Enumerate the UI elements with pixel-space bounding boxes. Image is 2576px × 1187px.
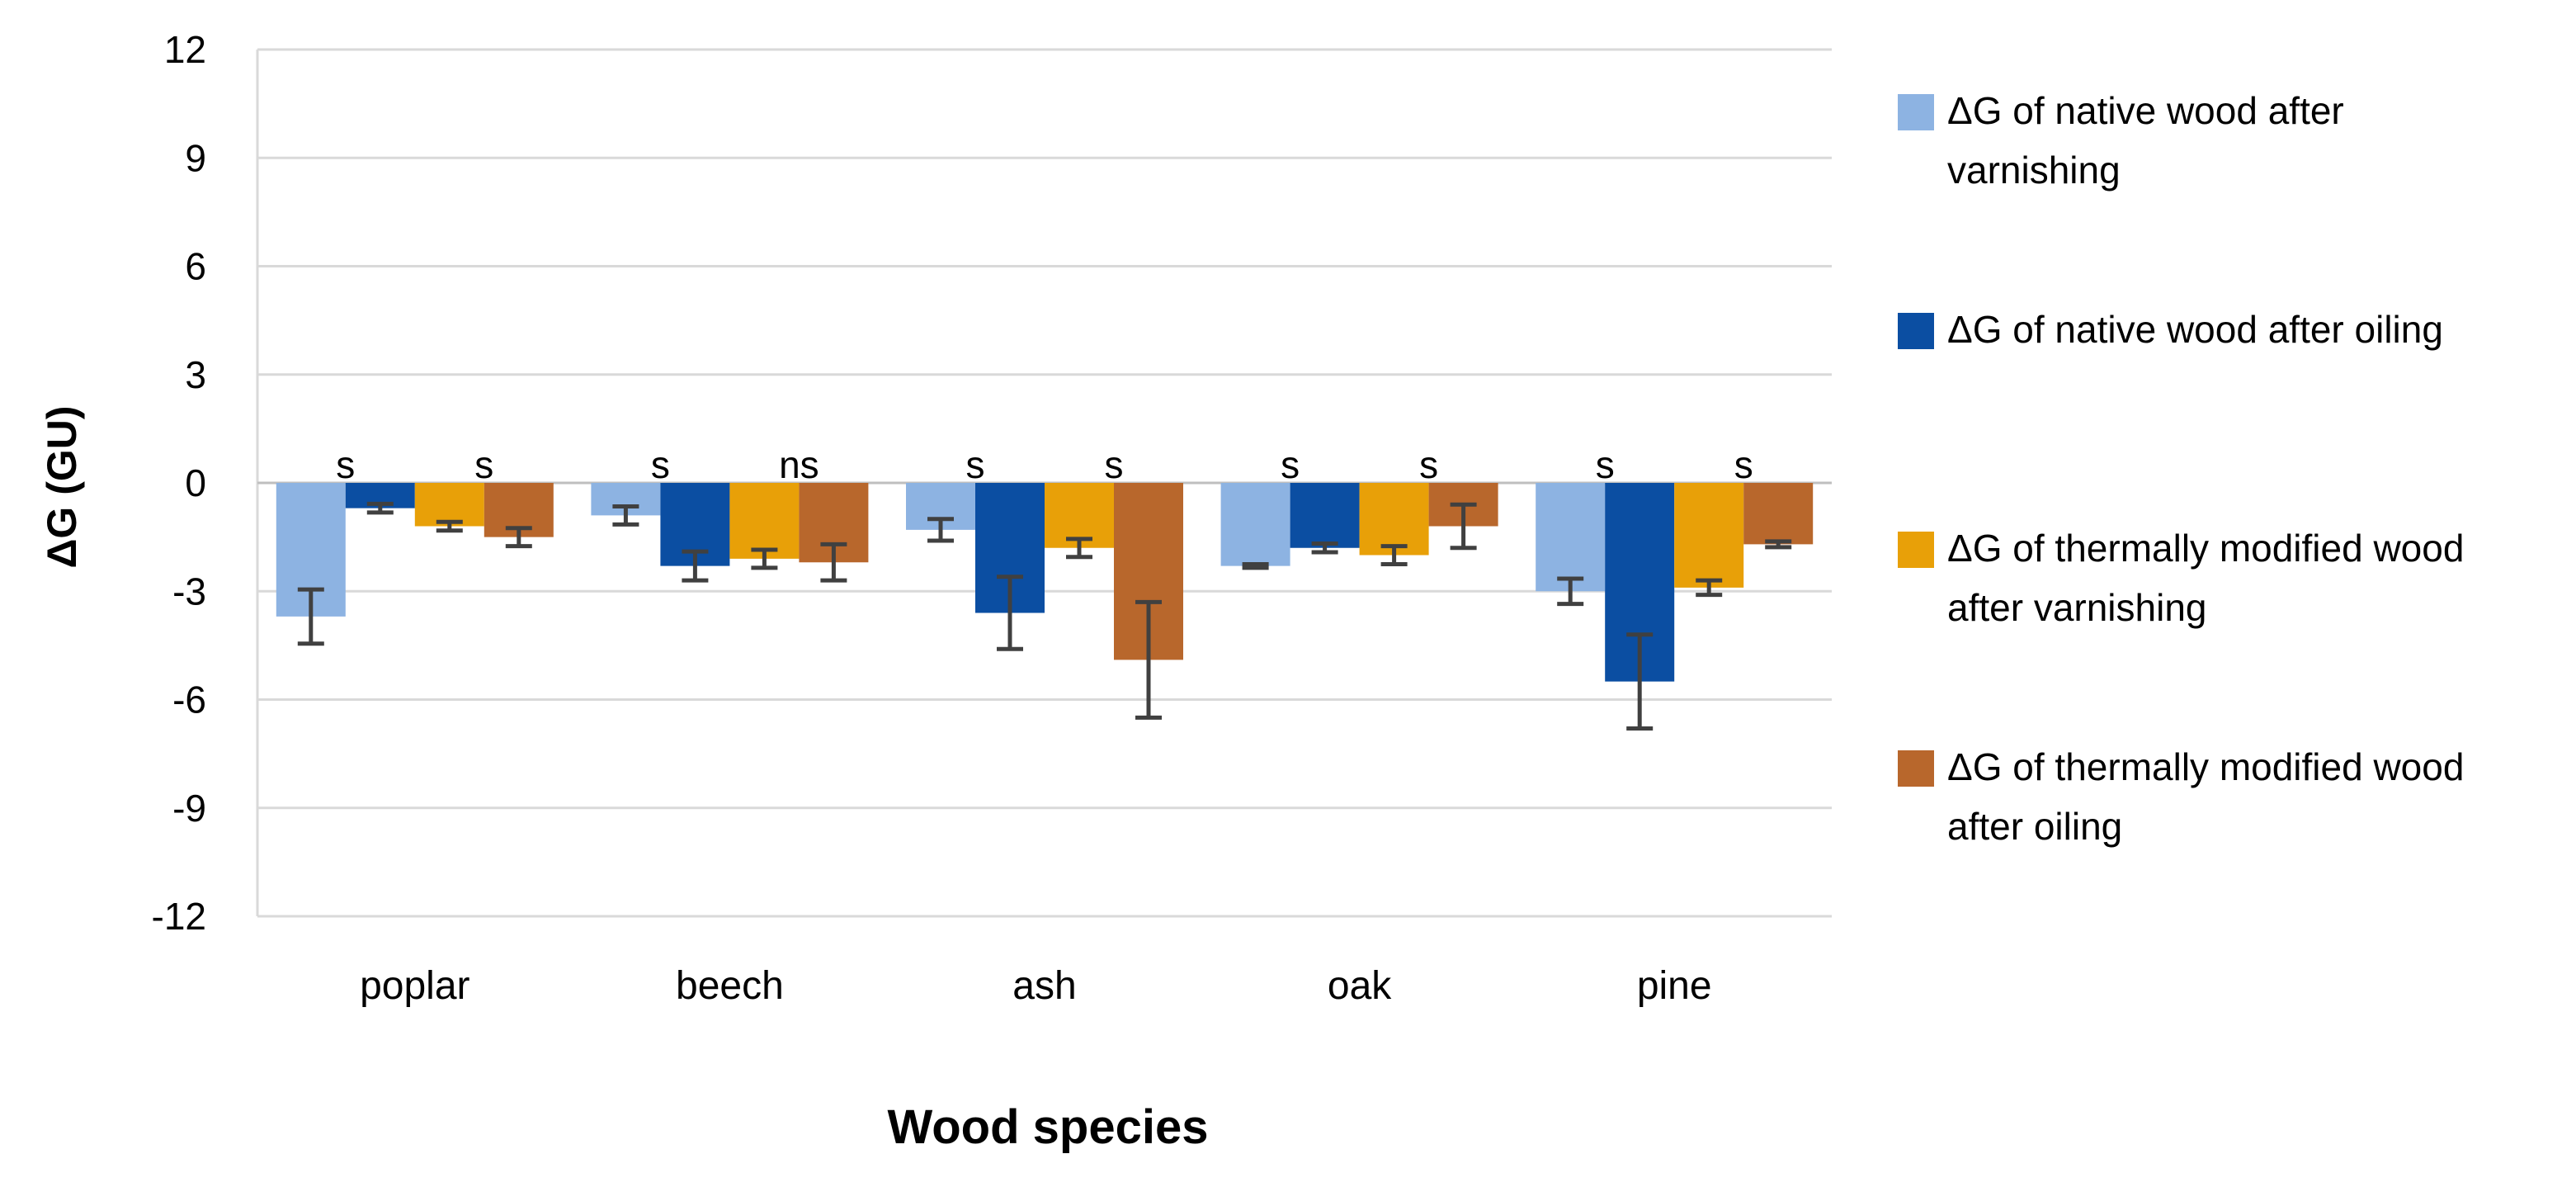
y-tick-label: 12 <box>164 28 206 71</box>
error-bar-pine-series-0 <box>1557 576 1584 607</box>
y-tick-label: 9 <box>185 136 206 179</box>
error-bar-oak-series-0 <box>1242 561 1269 570</box>
bar-beech-series-2 <box>729 483 800 559</box>
error-bar-oak-series-3 <box>1450 502 1477 551</box>
y-tick-label: 6 <box>185 245 206 288</box>
bar-oak-series-2 <box>1359 483 1429 556</box>
bar-oak-series-1 <box>1290 483 1360 548</box>
error-bar-beech-series-2 <box>751 547 778 570</box>
significance-label: s <box>1281 443 1300 486</box>
error-bars-layer <box>297 501 1792 731</box>
bars-layer <box>276 483 1814 682</box>
x-tick-label-beech: beech <box>676 964 784 1008</box>
significance-label: s <box>1419 443 1438 486</box>
error-bar-poplar-series-1 <box>366 501 394 515</box>
x-tick-label-poplar: poplar <box>360 964 469 1008</box>
bar-pine-series-0 <box>1536 483 1606 592</box>
legend-label: ΔG of thermally modified wood after oilin… <box>1947 745 2464 848</box>
error-bar-poplar-series-3 <box>505 526 532 549</box>
significance-label: s <box>336 443 355 486</box>
error-bar-beech-series-3 <box>820 541 847 583</box>
legend-item-3: ΔG of thermally modified wood after oilin… <box>1898 745 2464 848</box>
y-tick-label: -3 <box>172 570 206 612</box>
error-bar-ash-series-2 <box>1066 537 1092 560</box>
legend-swatch <box>1898 94 1934 130</box>
y-tick-label: 3 <box>185 353 206 396</box>
x-axis-label: Wood species <box>888 1100 1209 1154</box>
annotations-layer: s s s ns s s s s s s <box>336 443 1753 486</box>
significance-label: ns <box>779 443 819 486</box>
significance-label: s <box>1596 443 1615 486</box>
y-tick-label: -6 <box>172 679 206 721</box>
significance-label: s <box>1105 443 1124 486</box>
legend-label: ΔG of native wood after varnishing <box>1947 89 2344 192</box>
legend-label: ΔG of thermally modified wood after varni… <box>1947 527 2464 629</box>
error-bar-pine-series-1 <box>1626 632 1654 731</box>
legend-item-1: ΔG of native wood after oiling <box>1898 308 2443 351</box>
bar-oak-series-0 <box>1220 483 1290 566</box>
legend-label: ΔG of native wood after oiling <box>1947 308 2443 351</box>
y-axis-label: ΔG (GU) <box>39 405 85 568</box>
y-tick-label: -9 <box>172 787 206 830</box>
error-bar-oak-series-1 <box>1311 541 1338 555</box>
significance-label: s <box>651 443 670 486</box>
error-bar-pine-series-2 <box>1696 578 1723 598</box>
error-bar-beech-series-1 <box>682 549 709 583</box>
legend-item-0: ΔG of native wood after varnishing <box>1898 89 2344 192</box>
error-bar-beech-series-0 <box>612 504 639 527</box>
legend-swatch <box>1898 750 1934 787</box>
y-tick-label: 0 <box>185 461 206 504</box>
significance-label: s <box>966 443 985 486</box>
x-tick-labels: poplar beech ash oak pine <box>360 964 1711 1008</box>
legend: ΔG of native wood after varnishing ΔG of n… <box>1898 89 2464 848</box>
bar-pine-series-2 <box>1674 483 1744 588</box>
error-bar-oak-series-2 <box>1380 544 1408 566</box>
y-tick-label: -12 <box>152 895 206 938</box>
bar-poplar-series-2 <box>414 483 484 527</box>
legend-item-2: ΔG of thermally modified wood after varni… <box>1898 527 2464 629</box>
error-bar-pine-series-3 <box>1765 539 1792 550</box>
legend-swatch <box>1898 313 1934 349</box>
error-bar-poplar-series-2 <box>436 519 463 533</box>
y-tick-labels: 12 9 6 3 0 -3 -6 -9 -12 <box>152 28 206 938</box>
error-bar-ash-series-3 <box>1135 599 1162 720</box>
error-bar-poplar-series-0 <box>297 587 324 646</box>
legend-swatch <box>1898 532 1934 568</box>
significance-label: s <box>1734 443 1753 486</box>
x-tick-label-ash: ash <box>1012 964 1076 1008</box>
significance-label: s <box>474 443 493 486</box>
bar-pine-series-3 <box>1743 483 1814 545</box>
error-bar-ash-series-1 <box>997 575 1023 651</box>
error-bar-ash-series-0 <box>927 517 954 543</box>
x-tick-label-pine: pine <box>1637 964 1712 1008</box>
x-tick-label-oak: oak <box>1328 964 1392 1008</box>
